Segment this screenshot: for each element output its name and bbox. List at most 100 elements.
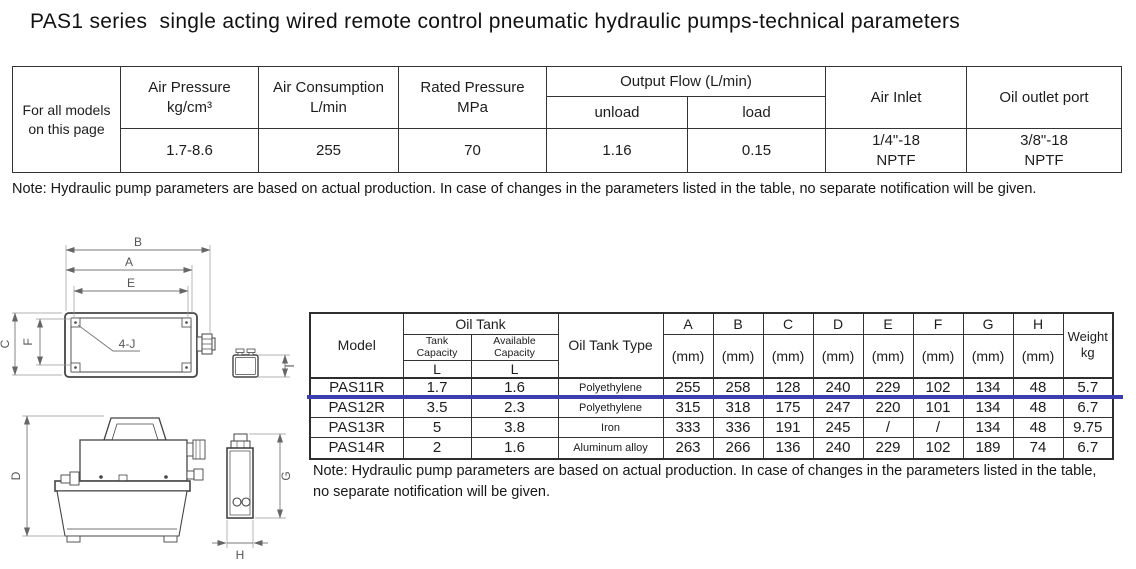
cell-weight: 6.7 [1062,397,1114,419]
remote-pendant [226,433,254,519]
table-row: PAS11R 1.7 1.6 Polyethylene 255 258 128 … [309,376,1114,399]
dim-header-weight-label: Weight [1067,329,1108,345]
spec-value-load: 0.15 [687,128,826,173]
cell-available-capacity: 1.6 [470,437,559,460]
spec-subheader-load: load [687,96,826,129]
dim-header-unit-h: (mm) [1012,333,1064,379]
spec-header-air-pressure-unit: kg/cm³ [167,98,212,116]
note-bottom-line1: Note: Hydraulic pump parameters are base… [313,463,1097,479]
spec-header-air-consumption-unit: L/min [310,98,347,116]
dim-label-i: I [283,364,297,367]
dim-header-unit-b: (mm) [712,333,764,379]
spec-header-oil-outlet: Oil outlet port [966,66,1122,129]
cell-dim-d: 240 [812,437,864,460]
valve-side-view [232,348,259,378]
dim-header-capacity-unit-1: L [402,359,472,379]
spec-header-rated-pressure-unit: MPa [457,98,488,116]
highlight-underline [307,395,1123,399]
cell-dim-g: 189 [962,437,1014,460]
dim-header-oil-tank: Oil Tank [402,312,559,335]
spec-value-oil-outlet: 3/8"-18 NPTF [966,128,1122,173]
dim-table-container: Model Oil Tank Oil Tank Type A B C D E F… [309,312,1115,460]
cell-dim-c: 191 [762,417,814,439]
dim-label-e: E [127,276,135,290]
cell-dim-f: 101 [912,397,964,419]
spec-header-air-inlet: Air Inlet [825,66,967,129]
note-bottom: Note: Hydraulic pump parameters are base… [313,461,1096,503]
pump-front-view-body [54,417,206,543]
dim-header-h: H [1012,312,1064,335]
front-view-drawing: D G H [9,415,293,562]
cell-dim-c: 175 [762,397,814,419]
cell-dim-a: 333 [662,417,714,439]
cell-dim-b: 336 [712,417,764,439]
cell-dim-d: 247 [812,397,864,419]
cell-dim-h: 48 [1012,417,1064,439]
dim-header-unit-d: (mm) [812,333,864,379]
spec-header-air-pressure-label: Air Pressure [148,78,231,96]
cell-dim-e: 220 [862,397,914,419]
dim-header-oil-tank-type: Oil Tank Type [557,312,664,379]
cell-oil-tank-type: Polyethylene [557,376,664,399]
dim-table: Model Oil Tank Oil Tank Type A B C D E F… [309,312,1115,460]
cell-model: PAS12R [309,397,404,419]
pump-top-view-body [64,312,198,378]
cell-model: PAS13R [309,417,404,439]
table-row: PAS14R 2 1.6 Aluminum alloy 263 266 136 … [309,437,1114,460]
dim-header-g: G [962,312,1014,335]
air-connector-top-view [196,333,216,355]
dim-header-unit-g: (mm) [962,333,1014,379]
cell-model: PAS14R [309,437,404,460]
top-view-drawing: B A E C F 4-J I [0,235,297,378]
spec-value-rated-pressure: 70 [398,128,547,173]
dim-header-tank-capacity: Tank Capacity [402,333,472,361]
cell-dim-h: 48 [1012,397,1064,419]
cell-dim-c: 136 [762,437,814,460]
dim-label-g: G [279,471,293,480]
cell-dim-b: 318 [712,397,764,419]
dim-header-e: E [862,312,914,335]
spec-header-rated-pressure: Rated Pressure MPa [398,66,547,129]
dim-header-c: C [762,312,814,335]
dim-header-d: D [812,312,864,335]
cell-dim-e: / [862,417,914,439]
cell-oil-tank-type: Iron [557,417,664,439]
spec-subheader-unload: unload [546,96,688,129]
dim-header-b: B [712,312,764,335]
cell-dim-b: 266 [712,437,764,460]
dim-label-a: A [125,255,133,269]
cell-dim-h: 74 [1012,437,1064,460]
cell-dim-g: 134 [962,397,1014,419]
spec-header-output-flow: Output Flow (L/min) [546,66,826,97]
spec-header-air-consumption: Air Consumption L/min [258,66,399,129]
spec-header-air-consumption-label: Air Consumption [273,78,384,96]
cell-dim-e: 229 [862,376,914,399]
cell-tank-capacity: 2 [402,437,472,460]
dim-header-capacity-unit-2: L [470,359,559,379]
spec-value-air-inlet: 1/4"-18 NPTF [825,128,967,173]
dim-header-unit-f: (mm) [912,333,964,379]
dim-label-h: H [236,548,245,562]
cell-tank-capacity: 3.5 [402,397,472,419]
dim-header-available-capacity: Available Capacity [470,333,559,361]
dim-label-b: B [134,235,142,249]
spec-value-unload: 1.16 [546,128,688,173]
cell-dim-f: / [912,417,964,439]
dim-header-weight-unit: kg [1080,345,1095,361]
dim-header-f: F [912,312,964,335]
spec-scope-cell: For all models on this page [12,66,121,173]
spec-value-air-pressure: 1.7-8.6 [120,128,259,173]
dim-header-a: A [662,312,714,335]
note-top: Note: Hydraulic pump parameters are base… [12,181,1037,197]
cell-dim-a: 315 [662,397,714,419]
table-row: PAS13R 5 3.8 Iron 333 336 191 245 / / 13… [309,417,1114,439]
spec-header-rated-pressure-label: Rated Pressure [420,78,525,96]
cell-oil-tank-type: Polyethylene [557,397,664,419]
dim-header-weight: Weight kg [1062,312,1114,379]
dim-label-f: F [21,338,35,345]
table-row: PAS12R 3.5 2.3 Polyethylene 315 318 175 … [309,397,1114,419]
cell-available-capacity: 2.3 [470,397,559,419]
spec-table-container: For all models on this page Air Pressure… [12,66,1122,173]
cell-dim-d: 240 [812,376,864,399]
